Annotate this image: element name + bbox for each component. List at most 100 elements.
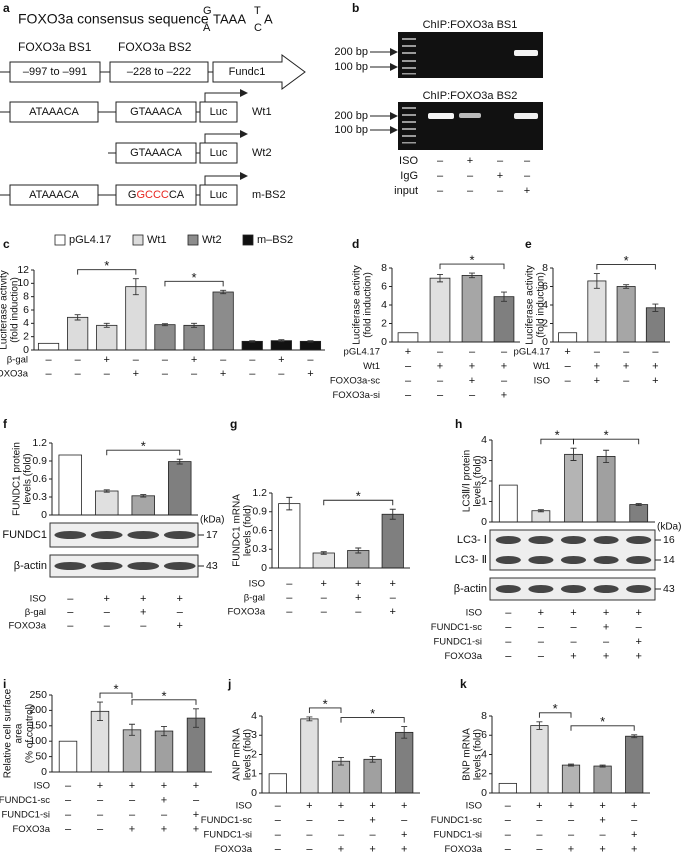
condition-sign: – xyxy=(275,814,282,826)
condition-sign: – xyxy=(570,621,577,633)
condition-sign: + xyxy=(631,800,637,812)
construct-name: Wt1 xyxy=(252,106,272,118)
significance-bracket xyxy=(99,692,133,699)
condition-sign: + xyxy=(220,368,226,380)
significance-label: * xyxy=(356,489,361,504)
condition-sign: + xyxy=(635,636,641,648)
condition-sign: – xyxy=(97,794,104,806)
condition-sign: + xyxy=(278,354,284,366)
significance-label: * xyxy=(370,706,375,721)
error-bar xyxy=(249,340,256,343)
kda-label: 43 xyxy=(206,560,218,572)
row-sign: – xyxy=(467,170,474,182)
condition-sign: – xyxy=(193,794,200,806)
bar xyxy=(558,332,578,343)
y-tick-label: 4 xyxy=(251,710,257,722)
condition-label: Wt1 xyxy=(533,361,550,372)
significance-bracket xyxy=(77,269,137,275)
condition-sign: + xyxy=(599,843,605,855)
condition-sign: – xyxy=(501,346,508,358)
blot-band xyxy=(528,585,554,593)
condition-sign: + xyxy=(437,360,443,372)
condition-sign: – xyxy=(321,606,328,618)
condition-sign: – xyxy=(65,794,72,806)
condition-sign: – xyxy=(65,823,72,835)
reporter-box xyxy=(199,142,238,164)
condition-sign: – xyxy=(390,592,397,604)
panel-letter: h xyxy=(455,417,462,431)
condition-sign: – xyxy=(536,814,543,826)
error-bar xyxy=(103,322,110,328)
blot-band xyxy=(127,562,160,570)
significance-bracket xyxy=(164,280,224,287)
condition-sign: – xyxy=(104,620,111,632)
kda-label: 16 xyxy=(663,534,675,546)
condition-sign: – xyxy=(505,814,512,826)
chart-panel-j: j ANP mRNA levels (fold) 0 1 2 3 4 * * ISO – + + + + FUN… xyxy=(201,677,420,855)
sequence-part: GCCC xyxy=(136,189,168,201)
error-bar xyxy=(623,284,630,289)
bar xyxy=(268,773,287,794)
condition-sign: – xyxy=(405,360,412,372)
y-axis-label: FUNDC1 protein xyxy=(12,442,23,516)
condition-sign: + xyxy=(635,650,641,662)
bar xyxy=(122,729,142,773)
significance-label: * xyxy=(192,270,197,285)
y-tick-label: 0 xyxy=(381,336,387,348)
significance-bracket xyxy=(570,725,635,731)
blot-band xyxy=(626,536,652,544)
condition-sign: + xyxy=(129,823,135,835)
panel-letter: f xyxy=(3,417,8,431)
condition-sign: + xyxy=(104,593,110,605)
error-bar xyxy=(320,551,327,555)
significance-label: * xyxy=(323,696,328,711)
y-tick-label: 6 xyxy=(481,729,487,741)
condition-label: FUNDC1-si xyxy=(203,830,252,841)
condition-sign: – xyxy=(249,368,256,380)
significance-label: * xyxy=(555,428,560,443)
condition-sign: – xyxy=(538,621,545,633)
gel-title: ChIP:FOXO3a BS1 xyxy=(423,19,518,31)
sequence-part: GTAAACA xyxy=(130,106,182,118)
condition-label: FOXO3a-si xyxy=(332,390,380,401)
blot-band xyxy=(90,531,123,539)
y-tick-label: 2 xyxy=(481,768,487,780)
condition-sign: + xyxy=(401,829,407,841)
gel-band xyxy=(514,50,538,56)
significance-bracket xyxy=(323,499,394,506)
y-tick-label: 0.9 xyxy=(252,506,267,518)
blot-band xyxy=(54,562,87,570)
error-bar xyxy=(369,755,376,763)
blot xyxy=(489,529,656,571)
condition-label: ISO xyxy=(466,608,482,619)
condition-sign: – xyxy=(594,346,601,358)
condition-sign: + xyxy=(338,843,344,855)
condition-sign: + xyxy=(193,809,199,821)
bar xyxy=(131,495,155,516)
condition-sign: + xyxy=(652,360,658,372)
y-axis-label: (fold induction) xyxy=(10,277,21,343)
legend-swatch xyxy=(54,234,66,246)
y-tick-label: 100 xyxy=(29,735,47,747)
condition-sign: – xyxy=(536,843,543,855)
significance-label: * xyxy=(161,688,166,703)
significance-label: * xyxy=(104,258,109,273)
condition-sign: – xyxy=(275,800,282,812)
error-bar xyxy=(220,289,227,295)
y-tick-label: 150 xyxy=(29,720,47,732)
condition-sign: – xyxy=(603,636,610,648)
condition-sign: – xyxy=(275,829,282,841)
bar xyxy=(629,504,649,523)
bar xyxy=(154,730,174,773)
bs2-sequence: GTAAACA xyxy=(130,147,182,159)
condition-label: FOXO3a xyxy=(445,651,483,662)
condition-sign: – xyxy=(536,829,543,841)
bar xyxy=(645,307,665,343)
reporter: Luc xyxy=(210,106,228,118)
y-axis-label: levels (fold) xyxy=(473,455,484,506)
gel-band xyxy=(514,113,538,119)
condition-sign: – xyxy=(370,829,377,841)
significance-label: * xyxy=(604,428,609,443)
condition-sign: – xyxy=(286,606,293,618)
y-tick-label: 1 xyxy=(481,495,487,507)
